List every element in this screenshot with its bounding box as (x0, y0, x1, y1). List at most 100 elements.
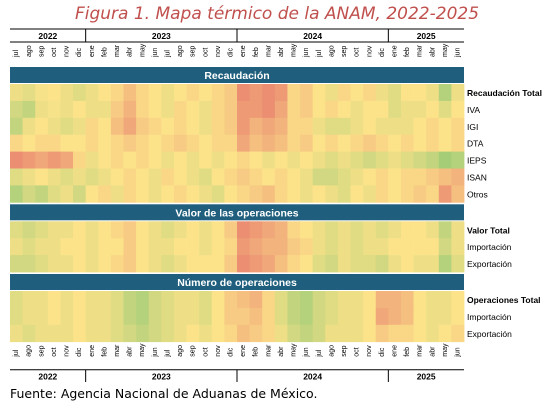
month-label-bottom-mar: mar (417, 344, 424, 357)
heat-cell (325, 291, 339, 309)
month-label-bottom-nov: nov (215, 345, 222, 357)
heat-cell (173, 134, 187, 152)
heat-cell (186, 307, 200, 326)
heat-cell (73, 221, 87, 239)
heat-cell (199, 307, 213, 326)
heat-cell (337, 151, 351, 169)
month-label-top-dic: dic (76, 48, 83, 57)
heat-cell (110, 117, 124, 136)
row-label: IGI (467, 122, 478, 132)
heat-cell (60, 151, 74, 169)
heat-cell (287, 255, 301, 273)
heat-cell (426, 117, 440, 136)
heat-cell (47, 291, 61, 309)
month-label-top-ene: ene (391, 45, 398, 57)
heat-cell (438, 291, 452, 309)
heat-cell (85, 100, 99, 119)
heat-cell (47, 307, 61, 326)
heat-cell (110, 134, 124, 152)
heat-cell (438, 100, 452, 119)
heat-cell (199, 221, 213, 239)
heat-cell (211, 291, 225, 309)
heat-cell (363, 324, 377, 343)
heat-cell (300, 84, 314, 102)
heat-cell (388, 168, 402, 186)
heat-cell (173, 168, 187, 186)
heat-cell (148, 255, 162, 273)
heat-cell (350, 255, 364, 273)
heat-cell (148, 100, 162, 119)
heat-cell (211, 238, 225, 256)
heat-cell (249, 84, 263, 102)
heat-cell (123, 185, 137, 203)
heat-cell (186, 185, 200, 203)
heat-cell (60, 238, 74, 256)
heat-cell (413, 221, 427, 239)
heat-cell (35, 324, 49, 343)
heat-cell (363, 117, 377, 136)
heat-cell (400, 238, 414, 256)
heat-cell (47, 100, 61, 119)
heat-cell (426, 84, 440, 102)
heat-cell (274, 185, 288, 203)
heat-cell (400, 151, 414, 169)
heat-cell (110, 100, 124, 119)
heat-cell (98, 324, 112, 343)
heat-cell (287, 185, 301, 203)
month-label-top-may: may (442, 43, 449, 57)
heat-cell (22, 307, 36, 326)
heat-cell (85, 291, 99, 309)
month-label-bottom-dic: dic (379, 347, 386, 356)
row-label: Importación (467, 312, 512, 322)
heat-cell (363, 255, 377, 273)
heat-cell (161, 151, 175, 169)
heat-cell (262, 185, 276, 203)
heat-cell (400, 291, 414, 309)
heat-cell (73, 185, 87, 203)
heat-cell (413, 307, 427, 326)
heat-cell (10, 151, 24, 169)
section-header-2 (10, 274, 464, 290)
heat-cell (274, 151, 288, 169)
heat-cell (47, 151, 61, 169)
heat-cell (173, 151, 187, 169)
heat-cell (123, 324, 137, 343)
heat-cell (249, 100, 263, 119)
heat-cell (249, 134, 263, 152)
heat-cell (136, 168, 150, 186)
heat-cell (363, 100, 377, 119)
heat-cell (274, 134, 288, 152)
heat-cell (60, 307, 74, 326)
heat-cell (136, 134, 150, 152)
heat-cell (161, 117, 175, 136)
heat-cell (224, 307, 238, 326)
heat-cell (274, 291, 288, 309)
heat-cell (274, 255, 288, 273)
heat-cell (312, 185, 326, 203)
heat-cell (237, 238, 251, 256)
heat-cell (211, 307, 225, 326)
month-label-top-nov: nov (64, 45, 71, 57)
heat-cell (136, 117, 150, 136)
heat-cell (312, 151, 326, 169)
month-label-top-ago: ago (26, 45, 33, 57)
heat-cell (173, 185, 187, 203)
month-label-bottom-ene: ene (89, 345, 96, 357)
heat-cell (249, 151, 263, 169)
month-label-top-dic: dic (379, 48, 386, 57)
heat-cell (413, 151, 427, 169)
heat-cell (426, 185, 440, 203)
heat-cell (237, 307, 251, 326)
heat-cell (274, 168, 288, 186)
heat-cell (312, 307, 326, 326)
heat-cell (375, 291, 389, 309)
heat-cell (375, 255, 389, 273)
heat-cell (388, 100, 402, 119)
heat-cell (211, 84, 225, 102)
heat-cell (47, 238, 61, 256)
heat-cell (98, 151, 112, 169)
heat-cell (47, 324, 61, 343)
heat-cell (47, 134, 61, 152)
heat-cell (35, 100, 49, 119)
heat-cell (249, 168, 263, 186)
